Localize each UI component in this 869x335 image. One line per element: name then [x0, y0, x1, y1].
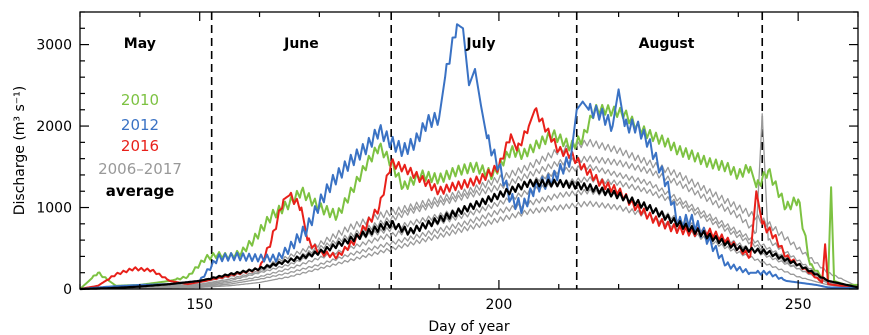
tick-labels: 150 200 250 0 1000 2000 3000: [36, 38, 811, 313]
series-line-7: [80, 113, 859, 290]
legend-entry: 2016: [121, 137, 159, 155]
x-axis-label: Day of year: [428, 319, 510, 335]
series-line-9: [80, 178, 859, 291]
legend: 2010 2012 2016 2006–2017 average: [98, 91, 182, 200]
month-label: August: [639, 36, 695, 52]
series-line-1: [79, 23, 859, 290]
legend-entry: 2006–2017: [98, 160, 182, 178]
x-tick-label: 150: [186, 297, 213, 313]
plot-frame: [79, 11, 859, 290]
legend-entry: 2010: [121, 91, 159, 109]
legend-entry: 2012: [121, 116, 159, 134]
month-label: May: [124, 36, 156, 52]
y-axis-label: Discharge (m³ s⁻¹): [12, 86, 28, 216]
axes: [79, 11, 859, 290]
month-boundaries: [210, 12, 764, 289]
x-tick-label: 250: [785, 297, 812, 313]
y-tick-label: 3000: [36, 38, 72, 54]
month-label: July: [465, 36, 495, 52]
month-labels: May June July August: [124, 36, 695, 52]
series-lines: [79, 23, 859, 291]
series-line-8: [80, 176, 859, 290]
month-label: June: [283, 36, 319, 52]
x-tick-label: 200: [486, 297, 513, 313]
series-line-6: [80, 200, 859, 290]
y-tick-label: 0: [63, 282, 72, 298]
series-line-0: [79, 103, 858, 290]
legend-entry: average: [106, 182, 175, 200]
series-line-2: [79, 107, 859, 290]
y-tick-label: 1000: [36, 201, 72, 217]
y-tick-label: 2000: [36, 119, 72, 135]
